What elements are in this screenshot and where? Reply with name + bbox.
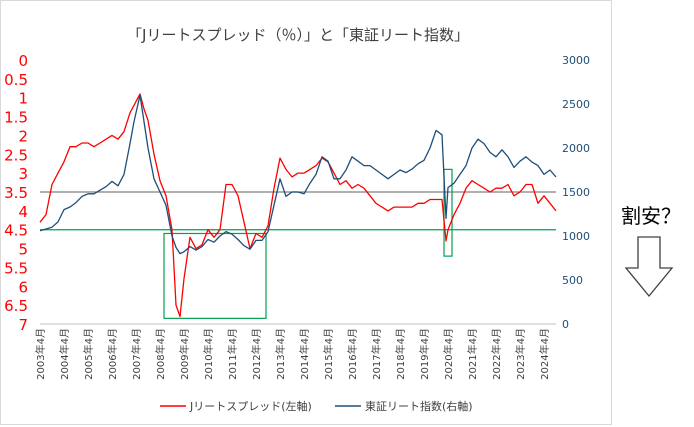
right-tick-label: 1000 [562,230,590,243]
right-tick-label: 0 [562,318,569,331]
right-tick-label: 1500 [562,186,590,199]
x-tick-label: 2012年4月 [250,328,263,380]
left-tick-label: 2 [18,127,28,145]
left-tick-label: 4 [18,203,28,221]
right-tick-label: 2000 [562,142,590,155]
x-tick-label: 2021年4月 [466,328,479,380]
legend-label: 東証リート指数(右軸) [365,399,473,413]
x-tick-label: 2010年4月 [202,328,215,380]
legend-label: Jリートスプレッド(左軸) [189,399,312,413]
reit-index-series-line [39,94,557,255]
left-tick-label: 1.5 [4,109,28,127]
side-annotation: 割安？ [621,204,681,228]
x-tick-label: 2013年4月 [274,328,287,380]
chart-svg: 「Jリートスプレッド（％）」と「東証リート指数」00.511.522.533.5… [4,26,590,413]
x-tick-label: 2016年4月 [346,328,359,380]
x-tick-label: 2008年4月 [154,328,167,380]
x-tick-label: 2022年4月 [490,328,503,380]
left-tick-label: 2.5 [4,146,28,164]
x-tick-label: 2005年4月 [82,328,95,380]
chart-title: 「Jリートスプレッド（％）」と「東証リート指数」 [127,26,469,44]
chart-frame [0,0,612,425]
highlight-box [163,232,267,319]
x-tick-label: 2015年4月 [322,328,335,380]
left-tick-label: 7 [18,316,28,334]
left-tick-label: 6.5 [4,297,28,315]
right-tick-label: 500 [562,274,583,287]
x-tick-label: 2006年4月 [106,328,119,380]
x-tick-label: 2011年4月 [226,328,239,380]
down-arrow-icon [624,236,674,298]
highlight-box [443,168,453,257]
x-tick-label: 2020年4月 [442,328,455,380]
x-tick-label: 2024年4月 [538,328,551,380]
x-tick-label: 2003年4月 [34,328,47,380]
left-tick-label: 4.5 [4,222,28,240]
left-tick-label: 5.5 [4,259,28,277]
left-tick-label: 0.5 [4,71,28,89]
left-tick-label: 6 [18,278,28,296]
left-tick-label: 0 [18,52,28,70]
x-tick-label: 2017年4月 [370,328,383,380]
x-tick-label: 2023年4月 [514,328,527,380]
x-tick-label: 2019年4月 [418,328,431,380]
x-tick-label: 2004年4月 [58,328,71,380]
x-tick-label: 2014年4月 [298,328,311,380]
x-tick-label: 2009年4月 [178,328,191,380]
right-tick-label: 2500 [562,98,590,111]
x-tick-label: 2007年4月 [130,328,143,380]
left-tick-label: 5 [18,241,28,259]
left-tick-label: 3 [18,165,28,183]
x-tick-label: 2018年4月 [394,328,407,380]
spread-series-line [39,93,557,318]
left-tick-label: 3.5 [4,184,28,202]
left-tick-label: 1 [18,90,28,108]
right-tick-label: 3000 [562,54,590,67]
